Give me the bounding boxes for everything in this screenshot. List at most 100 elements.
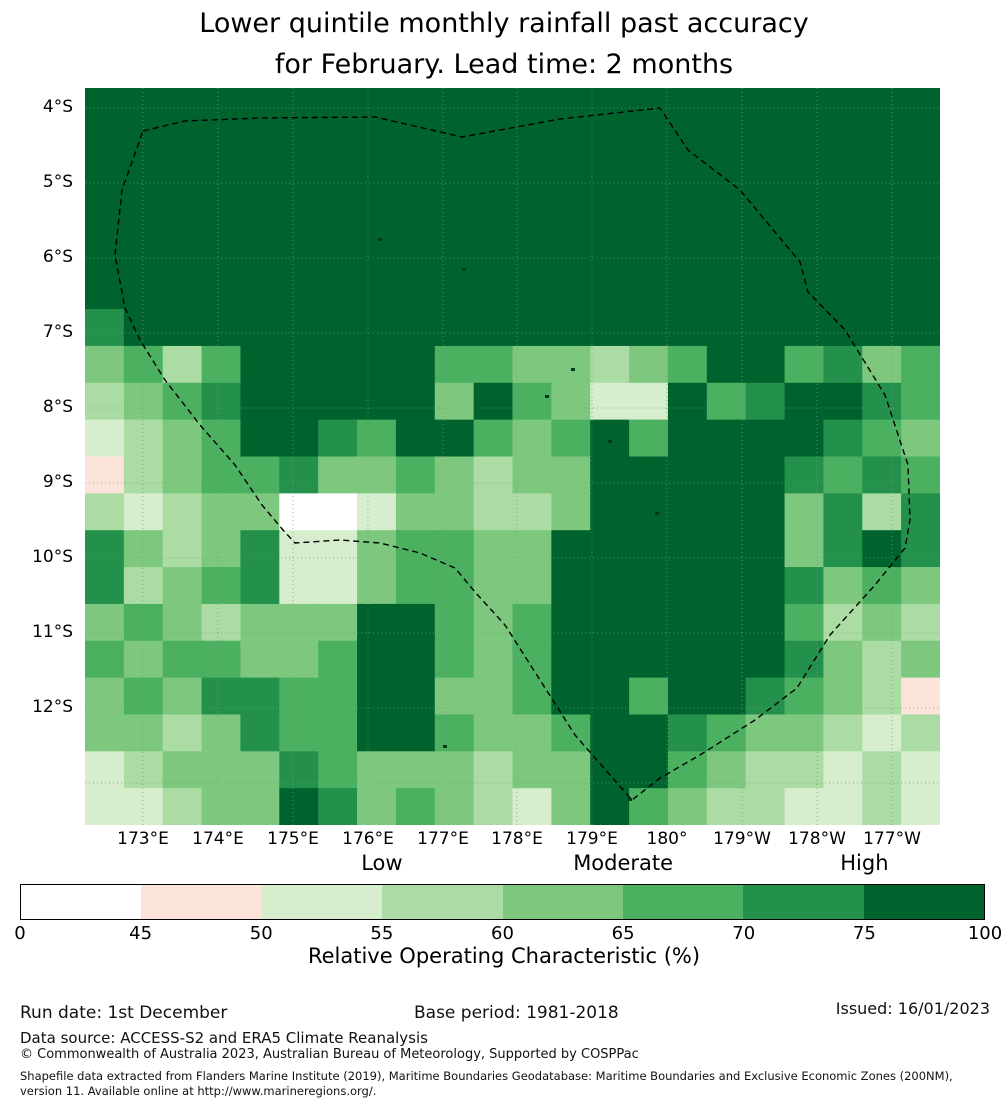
- heatmap-cell: [123, 88, 164, 126]
- heatmap-cell: [706, 198, 747, 236]
- heatmap-cell: [434, 272, 475, 310]
- heatmap-cell: [784, 382, 825, 421]
- heatmap-cell: [279, 530, 319, 568]
- colorbar-category-label: Moderate: [573, 851, 674, 875]
- heatmap-cell: [240, 530, 280, 568]
- heatmap-cell: [823, 603, 863, 642]
- heatmap-cell: [745, 345, 786, 384]
- heatmap-cell: [473, 603, 514, 642]
- heatmap-cell: [706, 88, 747, 126]
- heatmap-cell: [162, 198, 203, 236]
- heatmap-cell: [629, 456, 669, 494]
- heatmap-cell: [590, 493, 630, 531]
- heatmap-cell: [434, 677, 475, 716]
- heatmap-cell: [201, 124, 242, 163]
- heatmap-cell: [123, 640, 164, 679]
- heatmap-cell: [473, 751, 514, 789]
- x-tick-label: 174°E: [192, 829, 244, 849]
- heatmap-cell: [201, 161, 242, 200]
- heatmap-cell: [240, 788, 280, 825]
- heatmap-cell: [512, 198, 552, 236]
- heatmap-cell: [901, 235, 940, 273]
- heatmap-cell: [745, 603, 786, 642]
- heatmap-cell: [551, 714, 591, 752]
- data-source-label: Data source: ACCESS-S2 and ERA5 Climate …: [20, 1029, 428, 1047]
- heatmap-cell: [512, 530, 552, 568]
- heatmap-cell: [862, 714, 902, 752]
- heatmap-cell: [434, 493, 475, 531]
- heatmap-cell: [318, 751, 358, 789]
- heatmap-cell: [862, 88, 902, 126]
- heatmap-cell: [590, 161, 630, 200]
- heatmap-cell: [745, 235, 786, 273]
- heatmap-cell: [123, 788, 164, 825]
- heatmap-cell: [706, 235, 747, 273]
- heatmap-cell: [590, 235, 630, 273]
- heatmap-cell: [901, 751, 940, 789]
- heatmap-cell: [240, 272, 280, 310]
- island-marker: [571, 368, 575, 371]
- x-tick-label: 177°E: [417, 829, 469, 849]
- heatmap-cell: [85, 751, 125, 789]
- heatmap-cell: [512, 751, 552, 789]
- heatmap-cell: [162, 161, 203, 200]
- heatmap-cell: [240, 751, 280, 789]
- heatmap-cell: [395, 640, 436, 679]
- heatmap-cell: [123, 198, 164, 236]
- heatmap-cell: [201, 751, 242, 789]
- heatmap-cell: [629, 124, 669, 163]
- heatmap-cell: [357, 382, 397, 421]
- heatmap-cell: [279, 124, 319, 163]
- heatmap-cell: [667, 567, 708, 605]
- heatmap-cell: [823, 530, 863, 568]
- heatmap-cell: [279, 382, 319, 421]
- heatmap-cell: [473, 382, 514, 421]
- heatmap-cell: [201, 640, 242, 679]
- x-axis: 173°E 174°E 175°E 176°E 177°E 178°E 179°E 180° 1…: [85, 829, 940, 853]
- heatmap-cell: [667, 714, 708, 752]
- heatmap-cell: [784, 493, 825, 531]
- heatmap-cell: [318, 198, 358, 236]
- heatmap-cell: [162, 567, 203, 605]
- heatmap-cell: [862, 124, 902, 163]
- heatmap-cell: [240, 88, 280, 126]
- heatmap-cell: [123, 493, 164, 531]
- heatmap-cell: [901, 640, 940, 679]
- colorbar-segment: [622, 885, 744, 919]
- heatmap-cell: [862, 382, 902, 421]
- heatmap-cell: [318, 788, 358, 825]
- heatmap-cell: [123, 161, 164, 200]
- island-marker: [628, 798, 632, 801]
- heatmap-cell: [473, 161, 514, 200]
- heatmap-cell: [240, 567, 280, 605]
- heatmap-cell: [357, 345, 397, 384]
- heatmap-cell: [590, 640, 630, 679]
- heatmap-cell: [823, 640, 863, 679]
- heatmap-cell: [357, 530, 397, 568]
- heatmap-cell: [551, 456, 591, 494]
- heatmap-cell: [395, 567, 436, 605]
- heatmap-cell: [318, 567, 358, 605]
- heatmap-cell: [823, 714, 863, 752]
- heatmap-cell: [123, 677, 164, 716]
- heatmap-cell: [629, 345, 669, 384]
- heatmap-cell: [706, 788, 747, 825]
- heatmap-cell: [279, 493, 319, 531]
- heatmap-cell: [201, 456, 242, 494]
- heatmap-cell: [706, 530, 747, 568]
- heatmap-cell: [745, 161, 786, 200]
- heatmap-cell: [123, 309, 164, 347]
- heatmap-cell: [85, 235, 125, 273]
- heatmap-cell: [784, 161, 825, 200]
- heatmap-cell: [512, 345, 552, 384]
- heatmap-cell: [512, 419, 552, 458]
- heatmap-cell: [551, 161, 591, 200]
- heatmap-cell: [590, 272, 630, 310]
- heatmap-cell: [551, 272, 591, 310]
- heatmap-cell: [162, 714, 203, 752]
- heatmap-cell: [667, 345, 708, 384]
- heatmap-cell: [551, 309, 591, 347]
- heatmap-cell: [629, 788, 669, 825]
- heatmap-cell: [512, 456, 552, 494]
- colorbar-tick-label: 100: [967, 923, 1003, 944]
